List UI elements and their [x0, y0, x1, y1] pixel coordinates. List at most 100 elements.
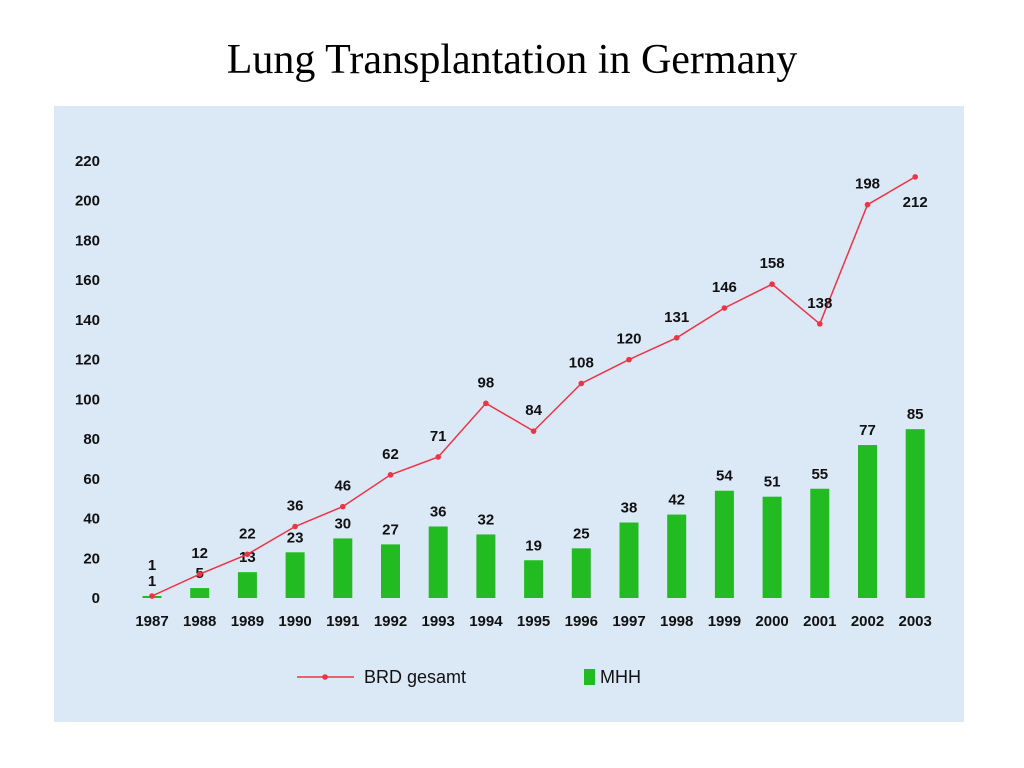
- brd-data-label: 12: [191, 545, 208, 562]
- brd-point: [578, 380, 585, 387]
- brd-line: 1 12 22 36 46 62 71 98 84 108 120 131 146 158 138 198 21…: [148, 174, 928, 599]
- y-tick-label: 220: [75, 153, 100, 170]
- brd-data-label: 22: [239, 525, 256, 542]
- brd-point: [435, 454, 442, 460]
- x-tick-label: 1993: [422, 613, 455, 630]
- brd-point: [340, 503, 346, 510]
- y-axis: 0 20 40 60 80 100 120 140 160 180 200 220: [75, 153, 100, 607]
- mhh-bar: [237, 572, 257, 598]
- x-tick-label: 1994: [469, 613, 503, 630]
- legend-label-mhh: MHH: [600, 667, 641, 687]
- brd-point: [864, 201, 871, 208]
- brd-point: [244, 551, 251, 558]
- mhh-bar: [714, 490, 734, 598]
- x-tick-label: 1997: [612, 613, 645, 630]
- y-tick-label: 160: [75, 272, 100, 289]
- mhh-bar: [476, 534, 496, 598]
- brd-point: [626, 356, 632, 363]
- x-tick-label: 1992: [374, 613, 407, 630]
- mhh-data-label: 1: [148, 573, 156, 590]
- y-tick-label: 40: [83, 511, 100, 528]
- mhh-data-label: 42: [668, 492, 685, 509]
- mhh-data-label: 23: [287, 529, 304, 546]
- brd-point: [912, 174, 918, 180]
- x-tick-label: 1987: [135, 613, 168, 630]
- brd-data-label: 212: [903, 194, 928, 211]
- mhh-data-label: 13: [239, 549, 256, 566]
- brd-data-label: 108: [569, 354, 594, 371]
- mhh-data-label: 54: [716, 468, 733, 485]
- brd-point: [769, 281, 775, 287]
- mhh-data-label: 38: [621, 500, 638, 517]
- mhh-bar: [428, 526, 448, 598]
- brd-data-label: 46: [334, 478, 351, 495]
- brd-data-label: 36: [287, 497, 304, 514]
- x-axis: 1987 1988 1989 1990 1991 1992 1993 1994 1995 1996…: [135, 613, 932, 630]
- mhh-bar: [667, 514, 687, 598]
- brd-line-path: [151, 176, 916, 597]
- mhh-data-label: 27: [382, 521, 399, 538]
- y-tick-label: 100: [75, 391, 100, 408]
- slide-title: Lung Transplantation in Germany: [226, 37, 798, 83]
- chart-panel: 0 20 40 60 80 100 120 140 160 180 200 220 1987 1988 1…: [54, 106, 964, 722]
- brd-point: [387, 472, 394, 478]
- legend-label-brd: BRD gesamt: [364, 667, 466, 687]
- mhh-bar: [285, 552, 305, 598]
- brd-data-label: 62: [382, 446, 399, 463]
- mhh-bars: 15132330273632192538425451557785: [142, 406, 925, 598]
- legend-bar-swatch: [584, 669, 595, 685]
- brd-point: [721, 305, 728, 311]
- y-tick-label: 200: [75, 193, 100, 210]
- y-tick-label: 180: [75, 232, 100, 249]
- brd-data-label: 84: [525, 402, 542, 419]
- mhh-bar: [762, 496, 782, 598]
- brd-point: [149, 593, 155, 599]
- legend-line-marker: [322, 674, 328, 680]
- y-tick-label: 120: [75, 352, 100, 369]
- x-tick-label: 1995: [517, 613, 550, 630]
- brd-data-label: 71: [430, 428, 447, 445]
- mhh-bar: [810, 488, 830, 598]
- x-tick-label: 2003: [899, 613, 932, 630]
- brd-data-label: 198: [855, 176, 880, 193]
- x-tick-label: 1999: [708, 613, 741, 630]
- mhh-data-label: 32: [478, 511, 495, 528]
- brd-data-label: 146: [712, 279, 737, 296]
- y-tick-label: 20: [83, 550, 100, 567]
- x-tick-label: 1998: [660, 613, 693, 630]
- mhh-data-label: 19: [525, 537, 542, 554]
- mhh-data-label: 55: [811, 466, 828, 483]
- x-tick-label: 2002: [851, 613, 884, 630]
- x-tick-label: 1989: [231, 613, 264, 630]
- mhh-bar: [333, 538, 353, 598]
- brd-data-label: 98: [478, 374, 495, 391]
- x-tick-label: 1990: [278, 613, 311, 630]
- x-tick-label: 2000: [755, 613, 788, 630]
- mhh-data-label: 85: [907, 406, 924, 423]
- mhh-bar: [905, 429, 925, 598]
- y-tick-label: 80: [83, 431, 100, 448]
- brd-point: [530, 428, 537, 434]
- x-tick-label: 1991: [326, 613, 359, 630]
- brd-data-label: 120: [616, 331, 641, 348]
- brd-data-label: 158: [760, 255, 785, 272]
- mhh-bar: [524, 560, 544, 598]
- y-tick-label: 60: [83, 471, 100, 488]
- x-tick-label: 1988: [183, 613, 216, 630]
- mhh-data-label: 25: [573, 525, 590, 542]
- mhh-data-label: 36: [430, 503, 447, 520]
- brd-data-label: 138: [807, 295, 832, 312]
- brd-point: [292, 523, 298, 530]
- mhh-bar: [858, 445, 877, 598]
- x-tick-label: 2001: [803, 613, 836, 630]
- brd-data-label: 131: [664, 309, 689, 326]
- mhh-data-label: 51: [764, 474, 781, 491]
- brd-point: [673, 334, 680, 341]
- mhh-bar: [619, 522, 639, 598]
- y-tick-label: 140: [75, 312, 100, 329]
- mhh-data-label: 30: [334, 515, 351, 532]
- brd-point: [483, 400, 489, 407]
- mhh-bar: [381, 544, 400, 598]
- x-tick-label: 1996: [565, 613, 598, 630]
